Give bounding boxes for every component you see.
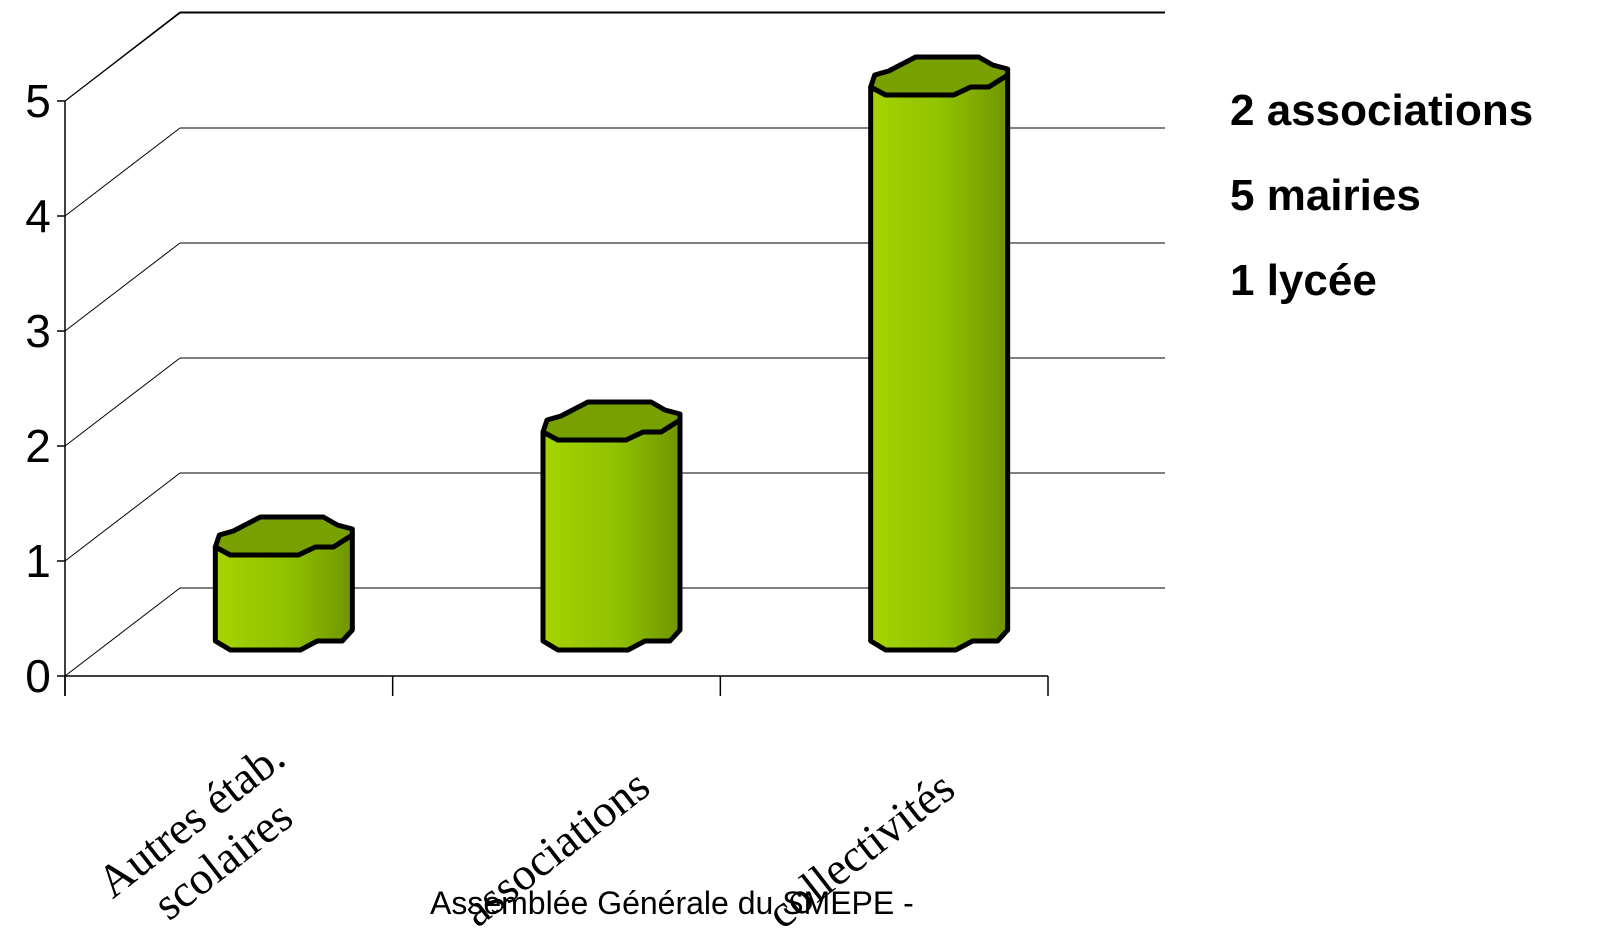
axes bbox=[57, 100, 1049, 696]
y-tick-label: 0 bbox=[25, 650, 51, 702]
bar bbox=[212, 514, 355, 653]
y-tick-label: 3 bbox=[25, 305, 51, 357]
gridline-diagonal bbox=[64, 587, 181, 677]
gridline-diagonal bbox=[64, 11, 181, 102]
x-tick-label: Autres étab.scolaires bbox=[87, 730, 326, 932]
bar-body bbox=[868, 72, 1011, 653]
footer-caption: Assemblée Générale du SMEPE - bbox=[430, 885, 914, 921]
y-tick-label: 5 bbox=[25, 75, 51, 127]
y-tick-label: 1 bbox=[25, 535, 51, 587]
bars bbox=[212, 54, 1011, 653]
gridline-diagonal bbox=[64, 242, 181, 332]
gridline-diagonal bbox=[64, 127, 181, 217]
gridline-diagonal bbox=[64, 357, 181, 447]
y-tick-label: 2 bbox=[25, 420, 51, 472]
note-list: 2 associations 5 mairies 1 lycée bbox=[1230, 68, 1533, 323]
note-associations: 2 associations bbox=[1230, 86, 1534, 135]
bar-top bbox=[540, 399, 683, 443]
bar-top bbox=[868, 54, 1011, 98]
note-lycee: 1 lycée bbox=[1230, 256, 1377, 305]
bar-body bbox=[540, 417, 683, 653]
note-mairies: 5 mairies bbox=[1230, 171, 1421, 220]
y-tick-label: 4 bbox=[25, 190, 51, 242]
gridline-diagonal bbox=[64, 472, 181, 562]
bar bbox=[540, 399, 683, 653]
bar-top bbox=[212, 514, 355, 558]
bar bbox=[868, 54, 1011, 653]
